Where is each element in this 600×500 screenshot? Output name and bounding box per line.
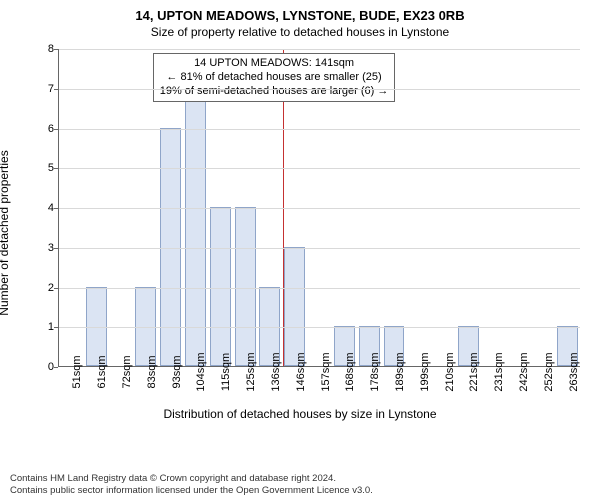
plot-region: 51sqm61sqm72sqm83sqm93sqm104sqm115sqm125… [58, 49, 580, 367]
y-tick-label: 4 [42, 202, 54, 214]
chart-area: Number of detached properties 51sqm61sqm… [10, 43, 590, 423]
x-tick-label: 61sqm [96, 355, 108, 388]
y-tick-mark [54, 288, 58, 289]
y-tick-label: 7 [42, 83, 54, 95]
y-tick-mark [54, 367, 58, 368]
annotation-line3: 19% of semi-detached houses are larger (… [160, 85, 389, 99]
x-tick-label: 189sqm [394, 352, 406, 391]
gridline [59, 208, 580, 209]
x-tick-label: 263sqm [568, 352, 580, 391]
bar [284, 247, 305, 366]
bar-slot: 93sqm [158, 128, 183, 367]
x-tick-label: 136sqm [270, 352, 282, 391]
y-tick-label: 6 [42, 123, 54, 135]
x-tick-label: 125sqm [245, 352, 257, 391]
bar-slot: 221sqm [456, 326, 481, 366]
y-tick-mark [54, 248, 58, 249]
bar-slot: 178sqm [357, 326, 382, 366]
y-tick-mark [54, 89, 58, 90]
bar-slot: 115sqm [208, 207, 233, 366]
y-tick-label: 8 [42, 43, 54, 55]
annotation-line2: ← 81% of detached houses are smaller (25… [160, 71, 389, 85]
bar-slot: 189sqm [382, 326, 407, 366]
x-tick-label: 210sqm [444, 352, 456, 391]
chart-title-sub: Size of property relative to detached ho… [0, 23, 600, 43]
x-tick-label: 231sqm [493, 352, 505, 391]
bar [160, 128, 181, 367]
x-tick-label: 146sqm [295, 352, 307, 391]
x-tick-label: 104sqm [195, 352, 207, 391]
x-tick-label: 83sqm [146, 355, 158, 388]
y-tick-label: 5 [42, 162, 54, 174]
gridline [59, 89, 580, 90]
x-tick-label: 157sqm [320, 352, 332, 391]
y-tick-label: 0 [42, 361, 54, 373]
x-tick-label: 199sqm [419, 352, 431, 391]
gridline [59, 49, 580, 50]
y-tick-label: 3 [42, 242, 54, 254]
footer-attribution: Contains HM Land Registry data © Crown c… [10, 473, 590, 496]
x-tick-label: 252sqm [543, 352, 555, 391]
x-tick-label: 168sqm [344, 352, 356, 391]
bar-slot: 125sqm [233, 207, 258, 366]
bar [235, 207, 256, 366]
gridline [59, 288, 580, 289]
chart-title-main: 14, UPTON MEADOWS, LYNSTONE, BUDE, EX23 … [0, 0, 600, 23]
gridline [59, 327, 580, 328]
y-tick-mark [54, 208, 58, 209]
y-tick-mark [54, 129, 58, 130]
x-tick-label: 242sqm [518, 352, 530, 391]
y-tick-label: 1 [42, 321, 54, 333]
x-tick-label: 51sqm [71, 355, 83, 388]
x-tick-label: 221sqm [468, 352, 480, 391]
y-tick-mark [54, 327, 58, 328]
x-axis-label: Distribution of detached houses by size … [10, 407, 590, 421]
x-tick-label: 115sqm [220, 353, 232, 391]
bar [210, 207, 231, 366]
annotation-box: 14 UPTON MEADOWS: 141sqm ← 81% of detach… [153, 53, 396, 102]
bar-slot: 146sqm [282, 247, 307, 366]
bar-slot: 168sqm [332, 326, 357, 366]
y-tick-mark [54, 49, 58, 50]
footer-line2: Contains public sector information licen… [10, 485, 590, 496]
gridline [59, 129, 580, 130]
x-tick-label: 93sqm [171, 355, 183, 388]
y-tick-mark [54, 168, 58, 169]
bar-slot: 61sqm [84, 287, 109, 367]
bar-slot: 83sqm [133, 287, 158, 367]
y-axis-label: Number of detached properties [0, 150, 11, 315]
x-tick-label: 178sqm [369, 352, 381, 391]
bar-slot: 263sqm [555, 326, 580, 366]
x-tick-label: 72sqm [121, 355, 133, 388]
y-tick-label: 2 [42, 282, 54, 294]
bar [86, 287, 107, 367]
annotation-line1: 14 UPTON MEADOWS: 141sqm [160, 57, 389, 71]
gridline [59, 248, 580, 249]
footer-line1: Contains HM Land Registry data © Crown c… [10, 473, 590, 484]
bar-slot: 136sqm [258, 287, 283, 367]
bar [135, 287, 156, 367]
gridline [59, 168, 580, 169]
